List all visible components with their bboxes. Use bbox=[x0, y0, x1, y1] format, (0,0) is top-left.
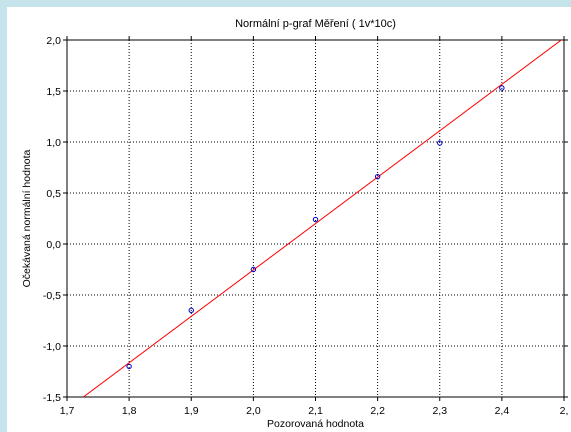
data-point bbox=[499, 85, 505, 91]
data-points bbox=[126, 85, 505, 370]
normal-probability-plot: Normální p-graf Měření ( 1v*10c) Pozorov… bbox=[21, 18, 568, 430]
x-tick-label: 2, bbox=[560, 405, 569, 417]
axis-ticks: 1,7 1,8 1,9 2,0 2,1 2,2 2,3 2,4 2, -1,5 -1,0 -0,5 0,… bbox=[43, 35, 568, 417]
y-tick-label: -1,5 bbox=[43, 392, 61, 404]
x-tick-label: 2,3 bbox=[432, 405, 447, 417]
y-tick-label: 0,5 bbox=[46, 188, 61, 200]
x-tick-label: 2,1 bbox=[308, 405, 323, 417]
y-tick-label: 1,0 bbox=[46, 137, 61, 149]
plot-window: Normální p-graf Měření ( 1v*10c) Pozorov… bbox=[7, 7, 571, 432]
grid bbox=[67, 40, 564, 397]
x-tick-label: 1,8 bbox=[122, 405, 137, 417]
data-point bbox=[250, 266, 257, 273]
x-axis-label: Pozorovaná hodnota bbox=[267, 418, 364, 430]
data-point bbox=[312, 216, 319, 223]
chart-title: Normální p-graf Měření ( 1v*10c) bbox=[235, 18, 396, 30]
y-tick-label: 0,0 bbox=[46, 239, 61, 251]
data-point bbox=[374, 173, 381, 180]
y-tick-label: 2,0 bbox=[46, 35, 61, 47]
x-tick-label: 2,0 bbox=[246, 405, 261, 417]
y-axis-label: Očekávaná normální hodnota bbox=[21, 149, 33, 287]
fit-line bbox=[82, 40, 563, 397]
y-tick-label: 1,5 bbox=[46, 86, 61, 98]
y-tick-label: -0,5 bbox=[43, 290, 61, 302]
x-tick-label: 1,7 bbox=[60, 405, 75, 417]
x-tick-label: 2,4 bbox=[495, 405, 510, 417]
data-point bbox=[437, 140, 443, 146]
data-point bbox=[126, 363, 132, 370]
x-tick-label: 1,9 bbox=[184, 405, 199, 417]
y-tick-label: -1,0 bbox=[43, 341, 61, 353]
plot-frame bbox=[66, 39, 565, 398]
x-tick-label: 2,2 bbox=[370, 405, 385, 417]
data-point bbox=[188, 307, 194, 313]
fit-line-layer bbox=[82, 40, 563, 397]
